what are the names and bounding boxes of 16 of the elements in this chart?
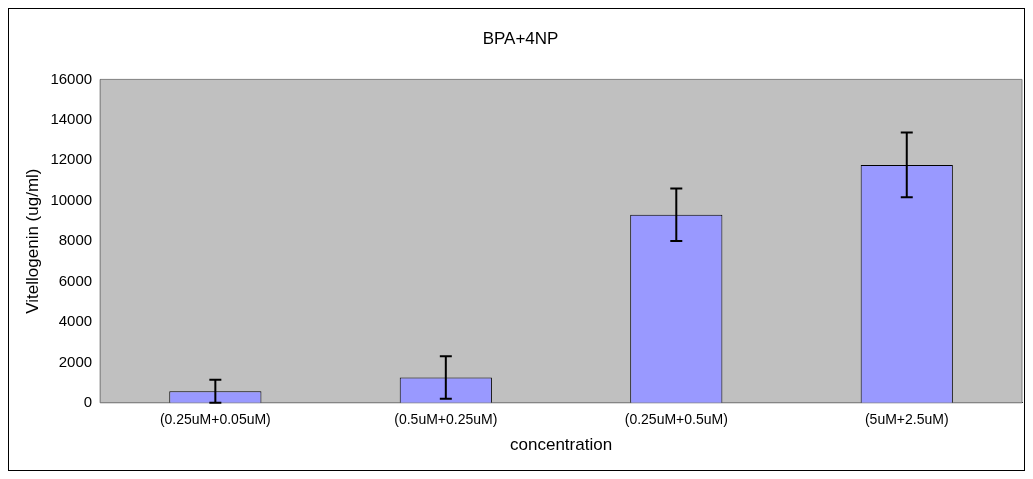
y-tick-label: 10000 xyxy=(50,190,93,208)
chart-title: BPA+4NP xyxy=(482,28,559,48)
x-tick-label: (0.25uM+0.05uM) xyxy=(159,411,271,428)
y-tick-label: 16000 xyxy=(50,69,93,87)
y-tick-label: 12000 xyxy=(50,150,93,168)
y-tick-label: 6000 xyxy=(58,271,93,289)
y-tick-label: 8000 xyxy=(58,231,93,249)
y-tick-label: 14000 xyxy=(50,109,93,127)
y-tick-label: 0 xyxy=(83,392,93,410)
x-tick-label: (0.25uM+0.5uM) xyxy=(624,411,728,428)
x-axis-title: concentration xyxy=(510,435,613,455)
x-tick-label: (0.5uM+0.25uM) xyxy=(394,411,498,428)
y-tick-label: 2000 xyxy=(58,352,93,370)
y-tick-label: 4000 xyxy=(58,312,93,330)
y-axis-title: Vitellogenin (ug/ml) xyxy=(22,168,42,314)
x-tick-label: (5uM+2.5uM) xyxy=(864,411,949,428)
